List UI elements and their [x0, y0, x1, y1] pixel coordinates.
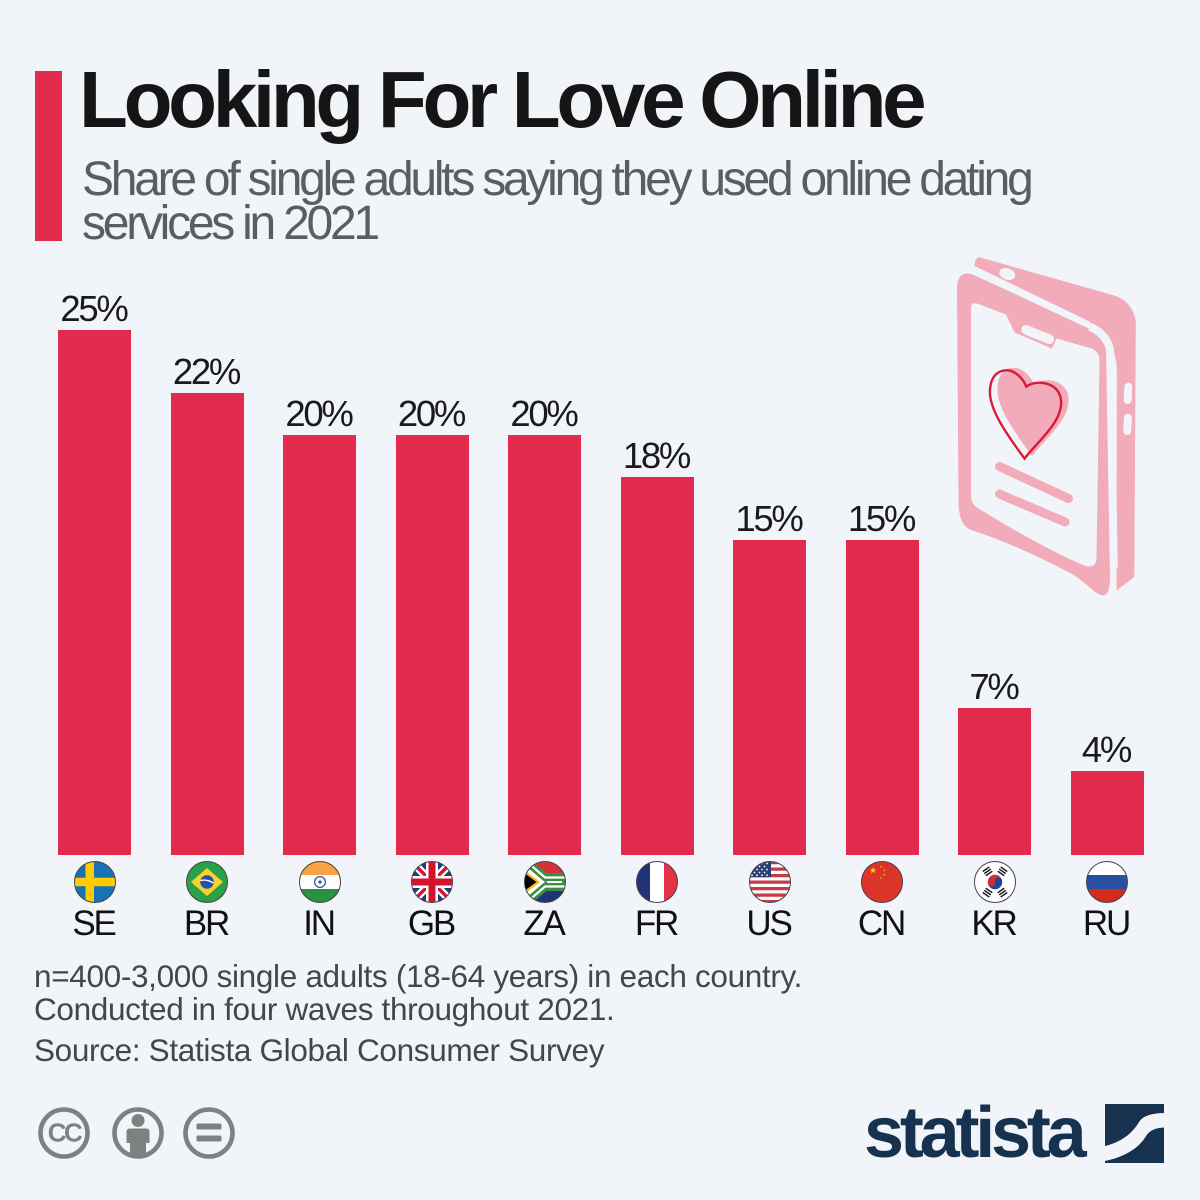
svg-text:CC: CC	[48, 1118, 83, 1148]
